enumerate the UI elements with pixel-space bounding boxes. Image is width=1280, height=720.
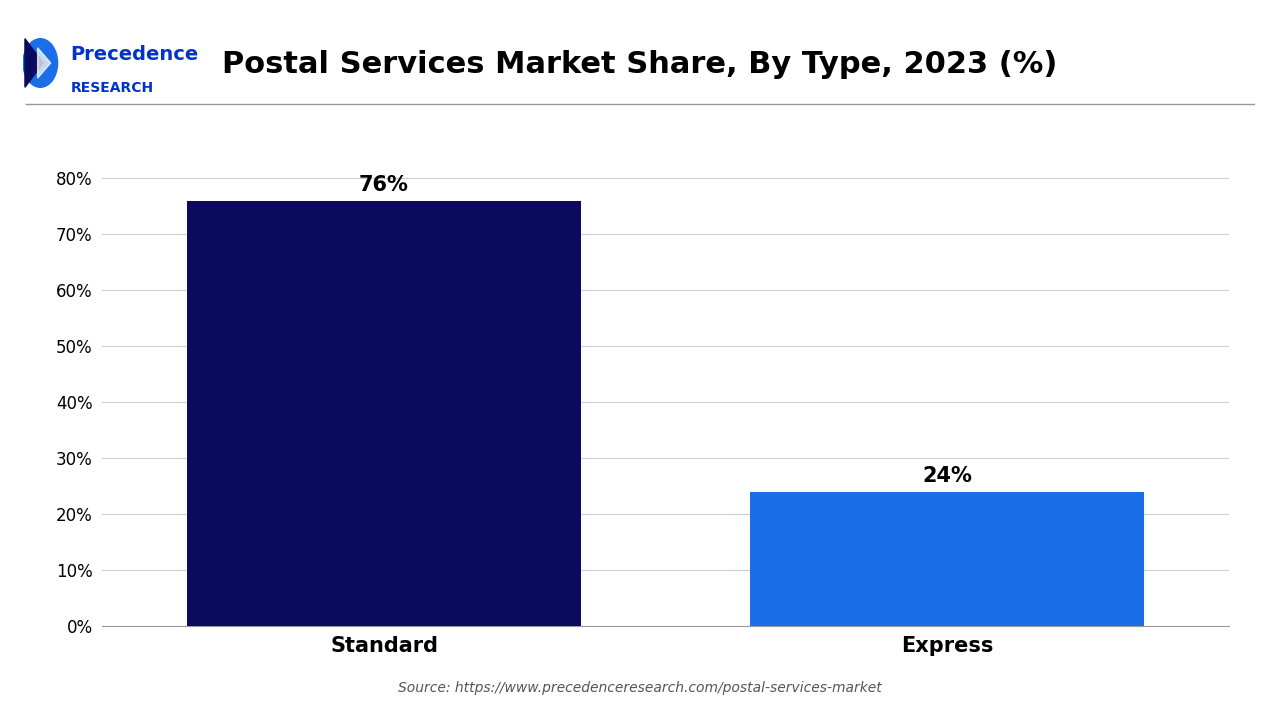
Text: RESEARCH: RESEARCH <box>70 81 154 95</box>
Polygon shape <box>37 48 51 78</box>
Polygon shape <box>26 39 44 87</box>
Text: Postal Services Market Share, By Type, 2023 (%): Postal Services Market Share, By Type, 2… <box>223 50 1057 79</box>
Bar <box>187 201 581 626</box>
Text: Precedence: Precedence <box>70 45 198 63</box>
Bar <box>750 492 1144 626</box>
Text: 76%: 76% <box>360 175 408 195</box>
Text: 24%: 24% <box>923 467 972 487</box>
Text: Source: https://www.precedenceresearch.com/postal-services-market: Source: https://www.precedenceresearch.c… <box>398 680 882 695</box>
Circle shape <box>23 39 58 87</box>
